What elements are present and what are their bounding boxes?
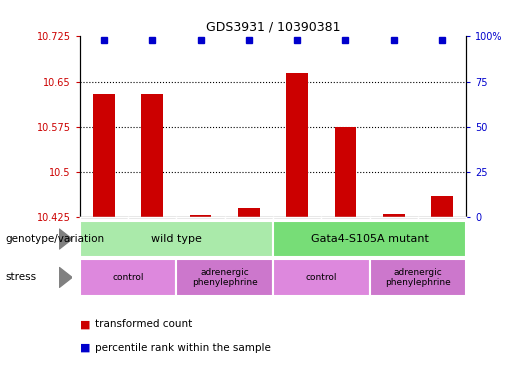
Bar — [93, 94, 115, 217]
Text: wild type: wild type — [151, 234, 202, 244]
Bar — [286, 73, 308, 217]
Text: adrenergic
phenylephrine: adrenergic phenylephrine — [192, 268, 258, 287]
Polygon shape — [59, 267, 72, 288]
Text: transformed count: transformed count — [95, 319, 193, 329]
Text: percentile rank within the sample: percentile rank within the sample — [95, 343, 271, 353]
Title: GDS3931 / 10390381: GDS3931 / 10390381 — [205, 21, 340, 34]
Text: ■: ■ — [80, 319, 90, 329]
Bar — [142, 94, 163, 217]
Text: stress: stress — [5, 272, 36, 283]
Bar — [431, 196, 453, 217]
Text: ■: ■ — [80, 343, 90, 353]
Bar — [335, 127, 356, 217]
Text: Gata4-S105A mutant: Gata4-S105A mutant — [311, 234, 428, 244]
Text: adrenergic
phenylephrine: adrenergic phenylephrine — [385, 268, 451, 287]
Text: control: control — [305, 273, 337, 282]
Bar — [238, 208, 260, 217]
Bar — [383, 214, 404, 217]
Text: genotype/variation: genotype/variation — [5, 234, 104, 244]
Text: control: control — [112, 273, 144, 282]
Bar — [190, 215, 211, 217]
Polygon shape — [59, 229, 72, 249]
